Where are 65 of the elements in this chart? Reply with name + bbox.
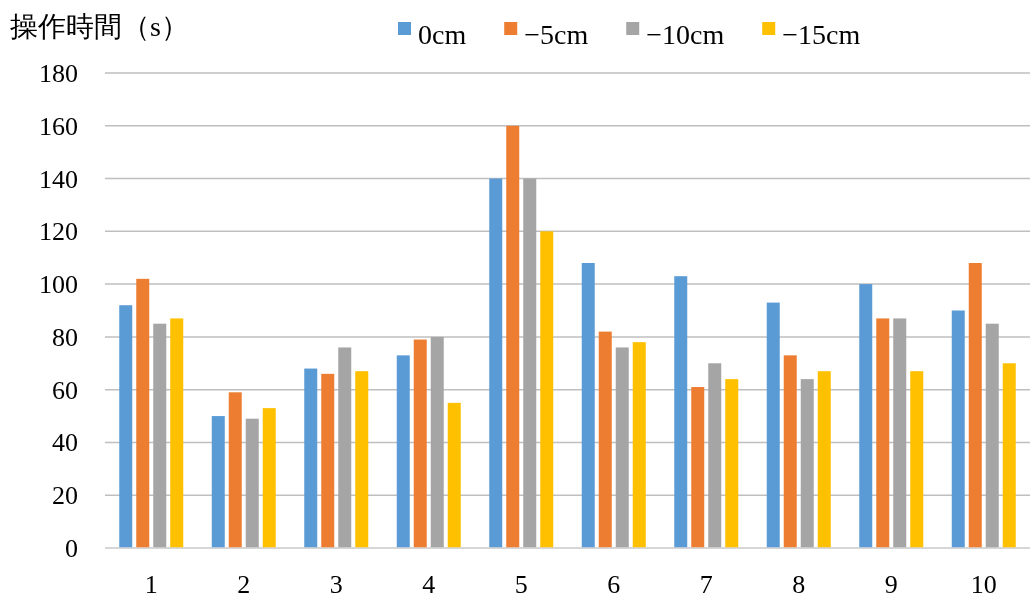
x-tick-label: 3	[329, 570, 343, 599]
bar	[506, 125, 520, 548]
x-tick-label: 9	[884, 570, 898, 599]
y-tick-label: 180	[39, 59, 78, 88]
bar	[447, 402, 461, 548]
x-tick-label: 10	[970, 570, 997, 599]
y-tick-label: 140	[39, 164, 78, 194]
bar	[674, 276, 688, 548]
legend-label: −10cm	[646, 19, 725, 50]
bar	[800, 379, 814, 548]
bar	[985, 323, 999, 548]
y-tick-label: 60	[52, 375, 78, 405]
x-tick-label: 4	[422, 570, 436, 599]
bar	[170, 318, 184, 548]
bar	[304, 368, 318, 548]
bar	[321, 373, 335, 548]
bar	[632, 342, 646, 548]
bar	[1002, 363, 1016, 548]
bar	[783, 355, 797, 548]
bar	[876, 318, 890, 548]
bar	[211, 416, 225, 548]
y-axis-title: 操作時間（s）	[10, 11, 189, 42]
legend-label: 0cm	[418, 19, 467, 50]
bar	[615, 347, 629, 548]
y-tick-label: 120	[39, 217, 78, 247]
bar	[691, 387, 705, 548]
bar	[910, 371, 924, 548]
bar	[523, 178, 537, 548]
bar	[968, 263, 982, 548]
bar	[396, 355, 410, 548]
bar	[136, 278, 150, 548]
bar	[581, 263, 595, 548]
bar	[725, 379, 739, 548]
bar	[245, 418, 259, 548]
bar	[817, 371, 831, 548]
bar	[859, 284, 873, 548]
legend-label: −5cm	[524, 19, 589, 50]
bar	[893, 318, 907, 548]
y-tick-label: 40	[52, 428, 78, 458]
x-tick-label: 8	[792, 570, 806, 599]
x-tick-label: 1	[144, 570, 158, 599]
bar	[338, 347, 352, 548]
bar	[489, 178, 503, 548]
y-tick-label: 80	[52, 322, 78, 352]
y-tick-label: 20	[52, 481, 78, 511]
bar	[262, 408, 276, 548]
bar	[951, 310, 965, 548]
bar	[598, 331, 612, 548]
x-tick-label: 7	[699, 570, 713, 599]
bar	[540, 231, 554, 548]
y-tick-label: 160	[39, 111, 78, 141]
bar	[355, 371, 369, 548]
bar	[708, 363, 722, 548]
legend-label: −15cm	[782, 19, 861, 50]
x-tick-label: 5	[514, 570, 528, 599]
bar	[430, 336, 444, 548]
y-tick-label: 100	[39, 270, 78, 300]
x-tick-label: 2	[237, 570, 251, 599]
bar	[119, 305, 133, 548]
bar	[153, 323, 167, 548]
bar	[413, 339, 427, 548]
x-tick-label: 6	[607, 570, 621, 599]
y-tick-label: 0	[65, 534, 78, 563]
bar	[766, 302, 780, 548]
bar	[228, 392, 242, 548]
